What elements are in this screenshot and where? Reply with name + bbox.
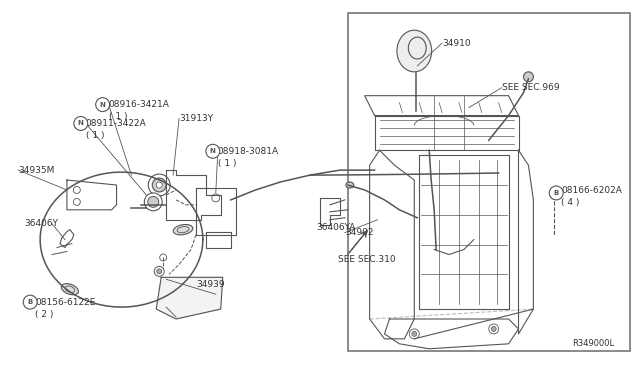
Circle shape [212,194,220,202]
Circle shape [74,186,80,193]
Circle shape [489,324,499,334]
Polygon shape [156,277,223,319]
Text: ( 4 ): ( 4 ) [561,198,580,207]
Text: SEE SEC.310: SEE SEC.310 [338,255,396,264]
Ellipse shape [397,30,431,72]
Circle shape [157,269,162,274]
Text: 36406Y: 36406Y [24,219,58,228]
Circle shape [156,182,162,188]
Text: 34902: 34902 [345,228,373,237]
Text: ( 1 ): ( 1 ) [109,112,127,121]
Text: 34910: 34910 [442,39,470,48]
Ellipse shape [346,182,354,188]
Text: ( 1 ): ( 1 ) [218,159,236,168]
Text: SEE SEC.969: SEE SEC.969 [502,83,559,92]
Circle shape [154,266,164,276]
Circle shape [412,331,417,336]
Circle shape [160,254,166,261]
Text: ( 1 ): ( 1 ) [86,131,104,140]
Circle shape [74,116,88,131]
Text: 08911-3422A: 08911-3422A [86,119,147,128]
Circle shape [206,144,220,158]
Circle shape [524,72,533,82]
Circle shape [145,193,162,211]
Circle shape [550,191,558,199]
Circle shape [23,295,37,309]
Text: 34939: 34939 [196,280,225,289]
Text: N: N [78,121,84,126]
Circle shape [148,174,170,196]
Text: 08918-3081A: 08918-3081A [218,147,279,156]
Text: 08156-6122E: 08156-6122E [35,298,95,307]
Text: 08166-6202A: 08166-6202A [561,186,622,195]
Circle shape [492,327,496,331]
Text: 36406YA: 36406YA [316,223,355,232]
Text: 34935M: 34935M [19,166,54,174]
Text: N: N [210,148,216,154]
Text: R349000L: R349000L [572,339,614,348]
Text: B: B [28,299,33,305]
Circle shape [152,178,166,192]
Circle shape [148,196,159,207]
Ellipse shape [173,224,193,235]
Bar [348,13,630,351]
Text: ( 2 ): ( 2 ) [35,310,54,318]
Ellipse shape [61,283,79,295]
Text: 08916-3421A: 08916-3421A [109,100,170,109]
Text: 31913Y: 31913Y [179,114,213,123]
Circle shape [410,329,419,339]
Circle shape [74,198,80,205]
Circle shape [96,98,109,112]
Text: B: B [554,190,559,196]
Circle shape [549,186,563,200]
Text: N: N [100,102,106,108]
Circle shape [552,193,556,197]
